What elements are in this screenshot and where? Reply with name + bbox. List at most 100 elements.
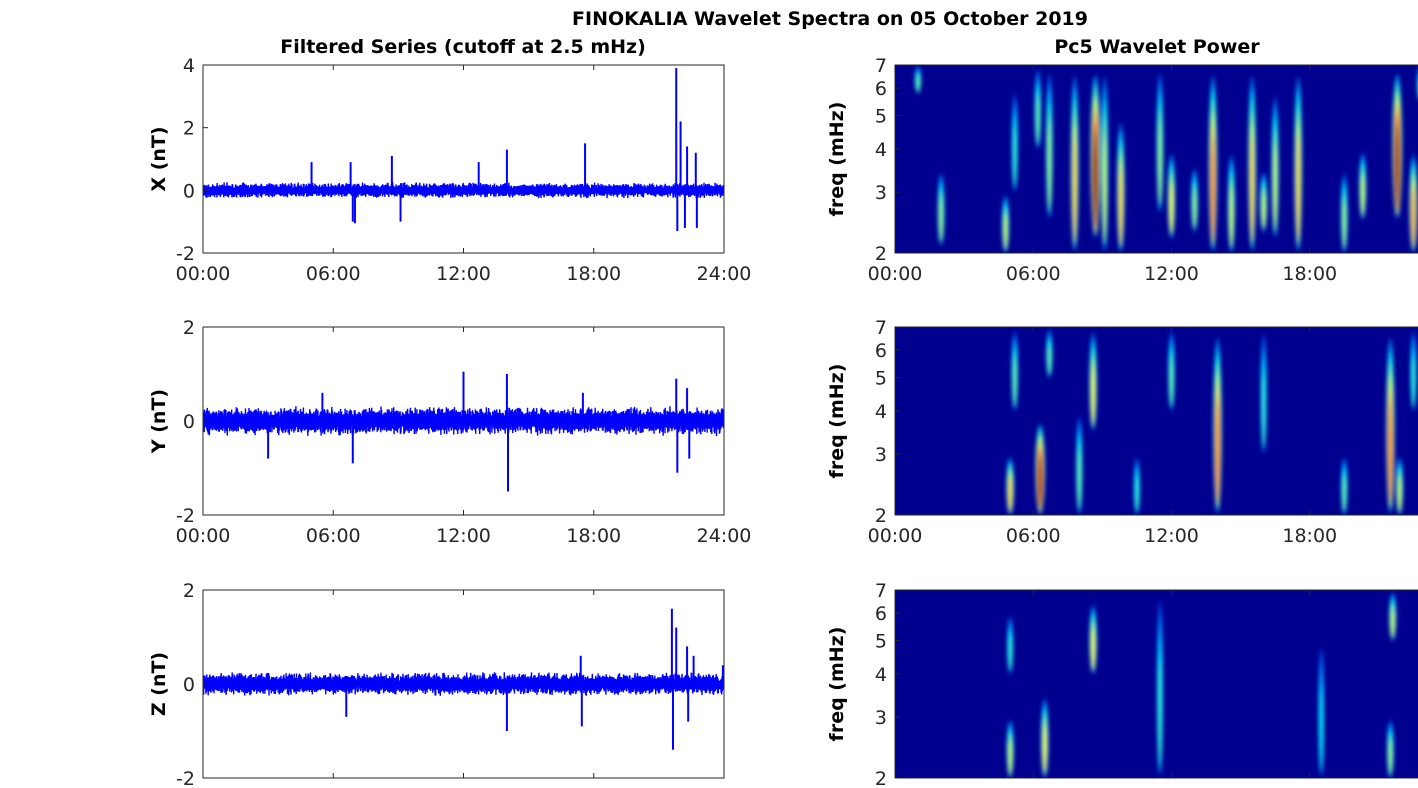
y-tick-label: 3 [875, 182, 887, 204]
power-event [1002, 195, 1010, 253]
x-series-frame [202, 64, 725, 254]
power-event [1046, 330, 1053, 377]
x-tick-label: 12:00 [1144, 525, 1199, 547]
power-event [1007, 616, 1014, 674]
power-event [1076, 417, 1083, 514]
y-tick-label: 7 [875, 317, 887, 339]
x-series-axes: 00:00 06:00 12:00 18:00 24:00 -2 0 2 4 X (nT) [148, 55, 751, 285]
power-event [1133, 457, 1140, 515]
x-tick-label: 18:00 [566, 263, 621, 285]
y-tick-label: 7 [875, 55, 887, 77]
power-event [1156, 601, 1163, 776]
power-event [1389, 593, 1397, 640]
figure-title: FINOKALIA Wavelet Spectra on 05 October … [572, 8, 1088, 30]
power-event [1387, 720, 1394, 778]
x-tick-label: 06:00 [1006, 263, 1061, 285]
y-tick-label: 4 [183, 55, 195, 77]
power-event [1191, 168, 1198, 232]
y-tick-label: 0 [183, 674, 195, 696]
y-tick-label: 2 [183, 317, 195, 339]
power-event [1117, 124, 1125, 252]
power-event [937, 173, 945, 245]
y-tick-label: 5 [875, 367, 887, 389]
power-event [1260, 172, 1268, 232]
right-column-title: Pc5 Wavelet Power [1054, 36, 1260, 58]
y-tick-label: 6 [875, 340, 887, 362]
y-tick-label: 2 [875, 243, 887, 265]
y-tick-label: 3 [875, 707, 887, 729]
y-tick-label: 6 [875, 78, 887, 100]
power-event [1011, 94, 1018, 191]
x-series-plot-area [203, 68, 724, 232]
power-event [914, 66, 922, 93]
power-event [1090, 75, 1101, 237]
power-event [1248, 76, 1256, 251]
power-event [1410, 332, 1417, 410]
y-power-ylabel: freq (mHz) [826, 364, 848, 479]
power-event [1167, 154, 1176, 238]
power-event [1227, 155, 1235, 252]
x-series-trace [203, 182, 724, 199]
power-event [1089, 605, 1097, 674]
x-tick-label: 12:00 [436, 525, 491, 547]
z-series-trace [203, 672, 724, 696]
x-tick-label: 18:00 [566, 525, 621, 547]
left-column-title: Filtered Series (cutoff at 2.5 mHz) [280, 36, 646, 58]
power-event [1006, 720, 1014, 778]
x-tick-label: 06:00 [306, 525, 361, 547]
y-tick-label: -2 [176, 768, 195, 788]
x-tick-label: 12:00 [436, 263, 491, 285]
z-series-plot-area [203, 608, 724, 750]
z-power-axes: 2 3 4 5 67 freq (mHz) [826, 580, 1418, 788]
x-tick-label: 18:00 [1282, 525, 1337, 547]
power-event [1035, 424, 1045, 514]
power-event [1409, 155, 1418, 252]
x-series-ylabel: X (nT) [148, 126, 170, 191]
power-event [1271, 97, 1279, 237]
y-tick-label: 0 [183, 180, 195, 202]
y-tick-label: 5 [875, 630, 887, 652]
x-power-plot-area [895, 65, 1418, 253]
power-event [1041, 699, 1049, 777]
y-tick-label: 2 [183, 118, 195, 140]
y-tick-label: 6 [875, 603, 887, 625]
z-series-axes: -2 0 2 Z (nT) [148, 580, 725, 788]
x-tick-label: 06:00 [1006, 525, 1061, 547]
power-background [895, 65, 1418, 253]
x-tick-label: 24:00 [697, 525, 752, 547]
x-tick-label: 00:00 [868, 525, 923, 547]
power-event [1359, 153, 1367, 219]
x-tick-label: 24:00 [697, 263, 752, 285]
y-tick-label: 5 [875, 105, 887, 127]
y-tick-label: 2 [183, 580, 195, 602]
y-tick-label: 4 [875, 139, 887, 161]
y-series-ylabel: Y (nT) [148, 389, 170, 454]
x-power-ylabel: freq (mHz) [826, 102, 848, 217]
y-tick-label: 2 [875, 505, 887, 527]
y-series-trace [203, 406, 724, 437]
power-event [1006, 457, 1015, 515]
y-series-plot-area [203, 371, 724, 492]
y-tick-label: 4 [875, 401, 887, 423]
power-event [1340, 174, 1348, 252]
z-power-ylabel: freq (mHz) [826, 627, 848, 742]
y-tick-label: 2 [875, 768, 887, 788]
power-event [1089, 333, 1097, 430]
y-tick-label: 0 [183, 411, 195, 433]
power-event [1213, 338, 1222, 513]
power-background [895, 590, 1418, 778]
y-tick-label: 7 [875, 580, 887, 602]
x-tick-label: 18:00 [1282, 263, 1337, 285]
y-series-axes: 00:00 06:00 12:00 18:00 24:00 -2 0 2 Y (nT) [148, 317, 751, 547]
power-event [1011, 332, 1018, 410]
power-event [1294, 76, 1303, 251]
power-event [1341, 457, 1348, 515]
z-series-ylabel: Z (nT) [148, 652, 170, 716]
power-event [1260, 334, 1267, 453]
x-tick-label: 00:00 [868, 263, 923, 285]
power-event [1168, 332, 1175, 410]
power-event [1101, 76, 1109, 251]
